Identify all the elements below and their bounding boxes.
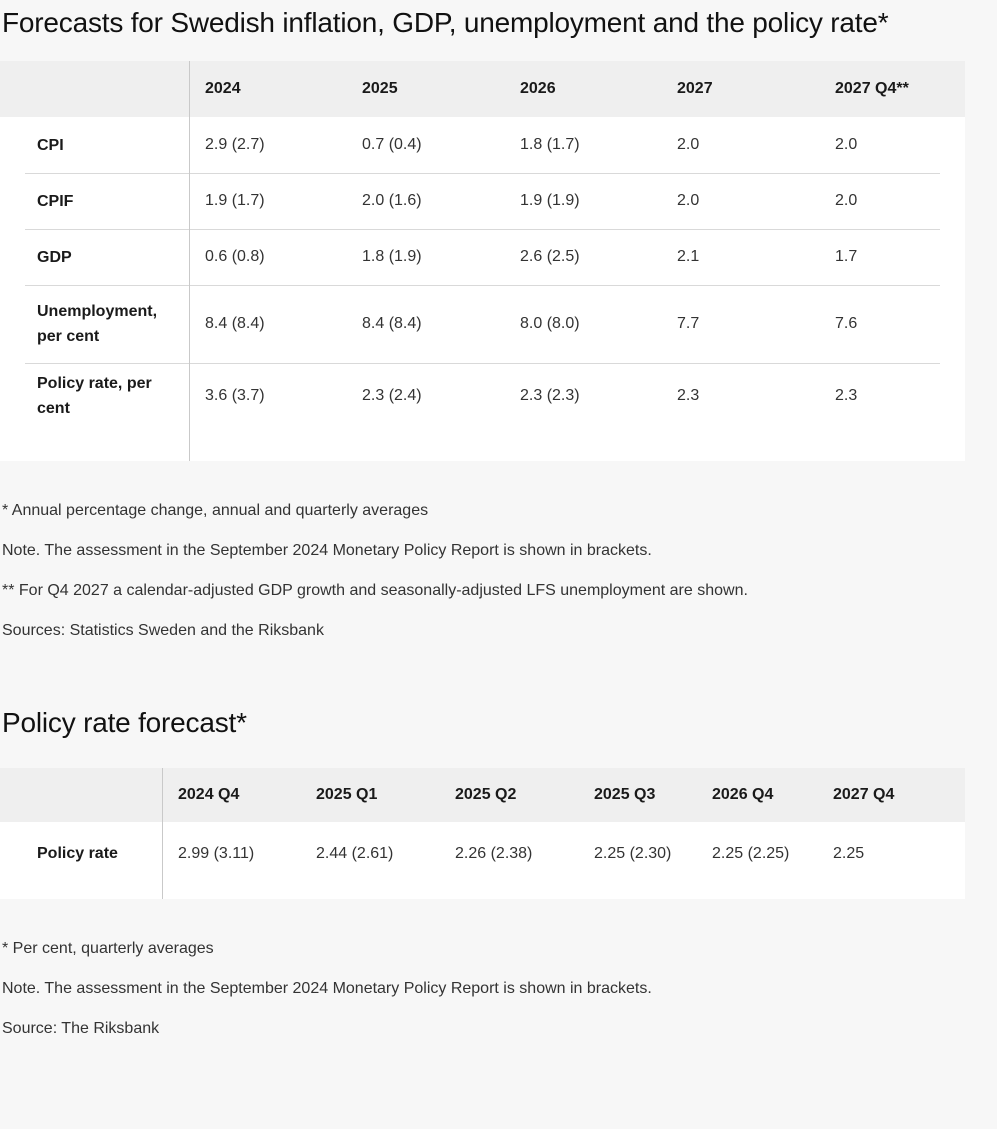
page: Forecasts for Swedish inflation, GDP, un…: [0, 7, 997, 1038]
column-header-empty: [0, 61, 190, 117]
footnote-asterisk: * Annual percentage change, annual and q…: [2, 502, 429, 519]
cell-value: 7.6: [820, 285, 965, 363]
policy-rate-table-header-row: 2024 Q4 2025 Q1 2025 Q2 2025 Q3 2026 Q4 …: [0, 768, 965, 822]
column-header-2025-q2: 2025 Q2: [440, 768, 579, 822]
cell-value: 1.9 (1.7): [190, 173, 347, 229]
cell-value: 2.44 (2.61): [316, 844, 394, 862]
cell-value: 1.7: [820, 229, 965, 285]
footnote-note: Note. The assessment in the September 20…: [2, 542, 652, 559]
section-title-policy-rate-forecast: Policy rate forecast*: [2, 707, 247, 738]
row-label: Policy rate, per cent: [0, 363, 190, 461]
footnote-asterisk: * Per cent, quarterly averages: [2, 940, 214, 957]
column-header-2024-q4: 2024 Q4: [163, 768, 301, 822]
cell-value: 8.4 (8.4): [190, 285, 347, 363]
cell-value: 2.25 (2.25): [712, 844, 790, 862]
table-row-cpi: CPI 2.9 (2.7) 0.7 (0.4) 1.8 (1.7) 2.0 2.…: [0, 117, 965, 173]
cell-value: 2.0: [677, 136, 700, 153]
cell-value: 0.6 (0.8): [190, 229, 347, 285]
forecast-table-header-row: 2024 2025 2026 2027 2027 Q4**: [0, 61, 965, 117]
column-header-2026: 2026: [505, 61, 662, 117]
footnote-note: Note. The assessment in the September 20…: [2, 980, 652, 997]
column-header-2024: 2024: [190, 61, 347, 117]
cell-value: 3.6 (3.7): [190, 363, 347, 461]
cell-value: 2.6 (2.5): [505, 229, 662, 285]
cell-value: 2.99 (3.11): [178, 844, 255, 862]
column-header-2027-q4: 2027 Q4: [818, 768, 965, 822]
cell-value: 2.25 (2.30): [594, 844, 672, 862]
table-row-gdp: GDP 0.6 (0.8) 1.8 (1.9) 2.6 (2.5) 2.1 1.…: [0, 229, 965, 285]
footnote-sources: Sources: Statistics Sweden and the Riksb…: [2, 622, 324, 639]
row-label: Policy rate: [0, 822, 163, 899]
row-label: CPIF: [0, 173, 190, 229]
cell-value: 2.9 (2.7): [205, 136, 265, 153]
cell-value: 8.4 (8.4): [347, 285, 505, 363]
table-row-unemployment: Unemployment, per cent 8.4 (8.4) 8.4 (8.…: [0, 285, 965, 363]
forecast-table: 2024 2025 2026 2027 2027 Q4** CPI 2.9 (2…: [0, 61, 965, 461]
column-header-2025-q1: 2025 Q1: [301, 768, 440, 822]
cell-value: 2.0 (1.6): [347, 173, 505, 229]
cell-value: 1.8 (1.9): [347, 229, 505, 285]
column-header-2025-q3: 2025 Q3: [579, 768, 697, 822]
row-label: GDP: [0, 229, 190, 285]
cell-value: 2.25: [833, 844, 865, 862]
column-header-2027-q4: 2027 Q4**: [820, 61, 965, 117]
cell-value: 1.9 (1.9): [505, 173, 662, 229]
cell-value: 2.0: [662, 173, 820, 229]
table-row-policy-rate-quarterly: Policy rate 2.99 (3.11) 2.44 (2.61) 2.26…: [0, 822, 965, 899]
cell-value: 2.3 (2.4): [347, 363, 505, 461]
cell-value: 7.7: [662, 285, 820, 363]
footnote-source: Source: The Riksbank: [2, 1020, 160, 1037]
table-row-policy-rate: Policy rate, per cent 3.6 (3.7) 2.3 (2.4…: [0, 363, 965, 461]
cell-value: 2.26 (2.38): [455, 844, 533, 862]
cell-value: 2.3: [662, 363, 820, 461]
policy-rate-table: 2024 Q4 2025 Q1 2025 Q2 2025 Q3 2026 Q4 …: [0, 768, 965, 899]
cell-value: 2.1: [662, 229, 820, 285]
table-row-cpif: CPIF 1.9 (1.7) 2.0 (1.6) 1.9 (1.9) 2.0 2…: [0, 173, 965, 229]
policy-rate-table-footnotes: * Per cent, quarterly averages Note. The…: [0, 939, 997, 1038]
cell-value: 8.0 (8.0): [505, 285, 662, 363]
column-header-2025: 2025: [347, 61, 505, 117]
footnote-double-asterisk: ** For Q4 2027 a calendar-adjusted GDP g…: [2, 582, 748, 599]
row-label: CPI: [0, 117, 190, 173]
cell-value: 2.3 (2.3): [505, 363, 662, 461]
cell-value: 0.7 (0.4): [362, 136, 422, 153]
page-title: Forecasts for Swedish inflation, GDP, un…: [2, 7, 889, 38]
cell-value: 2.0: [835, 136, 858, 153]
cell-value: 2.0: [820, 173, 965, 229]
cell-value: 1.8 (1.7): [520, 136, 580, 153]
column-header-empty: [0, 768, 163, 822]
column-header-2026-q4: 2026 Q4: [697, 768, 818, 822]
row-label: Unemployment, per cent: [0, 285, 190, 363]
column-header-2027: 2027: [662, 61, 820, 117]
forecast-table-footnotes: * Annual percentage change, annual and q…: [0, 501, 997, 640]
cell-value: 2.3: [820, 363, 965, 461]
